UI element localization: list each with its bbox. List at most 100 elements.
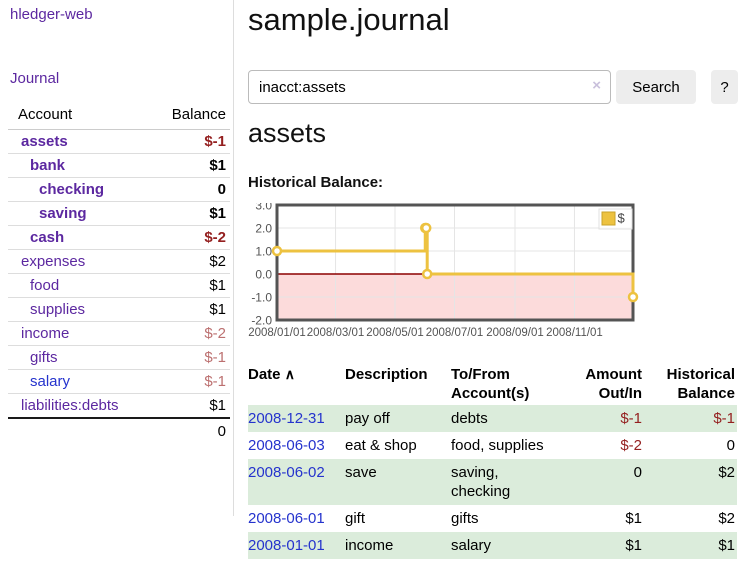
description-cell: eat & shop [345, 437, 417, 454]
account-name-cell: liabilities:debts [8, 393, 154, 419]
account-link-income[interactable]: income [21, 325, 70, 342]
clear-search-icon[interactable]: × [592, 77, 601, 94]
col-amount: Amount Out/In [585, 366, 642, 402]
sidebar-divider [233, 0, 234, 516]
account-balance: $1 [153, 297, 230, 322]
search-input[interactable] [248, 70, 611, 104]
account-balance: $-2 [153, 321, 230, 346]
y-tick-label: 2.0 [255, 222, 272, 236]
balance-cell: $2 [718, 510, 735, 527]
main-content: sample.journal × Search ? assets Histori… [248, 0, 738, 582]
col-accounts: To/From Account(s) [451, 366, 530, 402]
date-cell: 2008-06-01 [248, 505, 345, 532]
account-balance: $-1 [153, 345, 230, 370]
account-name-cell: saving [8, 201, 154, 226]
register-table: Date ∧ Description To/From Account(s) Am… [248, 363, 737, 559]
balance-cell: $1 [718, 537, 735, 554]
brand-link[interactable]: hledger-web [10, 6, 93, 23]
account-link-expenses[interactable]: expenses [21, 253, 86, 270]
y-tick-label: 0.0 [255, 268, 272, 282]
search-row: × Search ? [248, 70, 738, 104]
amount-cell: $-1 [620, 410, 642, 427]
accounts-cell: saving, checking [451, 464, 511, 500]
transaction-date-link[interactable]: 2008-01-01 [248, 537, 325, 554]
accounts-header-row: Account Balance [8, 102, 230, 130]
account-link-liabilities-debts[interactable]: liabilities:debts [21, 397, 119, 414]
data-point-marker [421, 268, 433, 280]
account-link-assets[interactable]: assets [21, 133, 68, 150]
account-balance: $1 [153, 273, 230, 298]
col-date[interactable]: Date ∧ [248, 363, 345, 405]
accounts-cell: salary [451, 537, 492, 554]
sidebar-account-row: food $1 [8, 273, 230, 298]
account-name-cell: salary [8, 369, 154, 394]
description-cell: pay off [345, 410, 390, 427]
account-balance: $1 [153, 393, 230, 419]
account-name-cell: expenses [8, 249, 154, 274]
y-tick-label: -2.0 [251, 314, 272, 328]
nav-journal-link[interactable]: Journal [10, 70, 60, 87]
account-heading: assets [248, 118, 327, 148]
page-title: sample.journal [248, 2, 450, 37]
x-tick-label: 2008/01/01 [248, 327, 306, 339]
x-tick-label: 2008/09/01 [486, 327, 544, 339]
sidebar-account-row: gifts $-1 [8, 345, 230, 370]
chart-title: Historical Balance: [248, 174, 384, 191]
account-name-cell: food [8, 273, 154, 298]
sidebar-account-row: checking 0 [8, 177, 230, 202]
register-row: 2008-12-31 pay off debts $-1 $-1 [248, 405, 737, 432]
account-link-checking[interactable]: checking [39, 181, 105, 198]
transaction-date-link[interactable]: 2008-06-02 [248, 464, 325, 481]
description-cell: gift [345, 510, 366, 527]
account-name-cell: gifts [8, 345, 154, 370]
date-cell: 2008-01-01 [248, 532, 345, 559]
register-row: 2008-06-02 save saving, checking 0 $2 [248, 459, 737, 505]
y-tick-label: 3.0 [255, 203, 272, 213]
accounts-cell: debts [451, 410, 488, 427]
date-cell: 2008-06-03 [248, 432, 345, 459]
account-link-food[interactable]: food [30, 277, 60, 294]
account-link-salary[interactable]: salary [30, 373, 71, 390]
account-balance: 0 [153, 177, 230, 202]
data-point-marker [420, 222, 432, 234]
sidebar-account-row: assets $-1 [8, 129, 230, 154]
account-balance: $-2 [153, 225, 230, 250]
date-cell: 2008-12-31 [248, 405, 345, 432]
help-button[interactable]: ? [711, 70, 738, 104]
register-row: 2008-06-01 gift gifts $1 $2 [248, 505, 737, 532]
date-cell: 2008-06-02 [248, 459, 345, 505]
search-button[interactable]: Search [616, 70, 696, 104]
sidebar-account-row: salary $-1 [8, 369, 230, 394]
x-tick-label: 2008/07/01 [426, 327, 484, 339]
data-point-marker [271, 245, 283, 257]
search-box: × [248, 70, 611, 104]
legend-swatch [601, 211, 616, 226]
account-name-cell: bank [8, 153, 154, 178]
col-balance: Historical Balance [666, 366, 735, 402]
amount-cell: $-2 [620, 437, 642, 454]
balance-cell: $2 [718, 464, 735, 481]
register-row: 2008-01-01 income salary $1 $1 [248, 532, 737, 559]
transaction-date-link[interactable]: 2008-06-03 [248, 437, 325, 454]
y-tick-label: 1.0 [255, 245, 272, 259]
account-link-saving[interactable]: saving [39, 205, 87, 222]
transaction-date-link[interactable]: 2008-06-01 [248, 510, 325, 527]
x-tick-label: 2008/11/01 [546, 327, 603, 339]
plot-border [275, 203, 635, 322]
amount-cell: 0 [633, 464, 642, 481]
account-balance: $-1 [153, 369, 230, 394]
y-tick-label: -1.0 [251, 291, 272, 305]
data-point-marker [627, 291, 639, 303]
register-header-row: Date ∧ Description To/From Account(s) Am… [248, 363, 737, 405]
account-link-cash[interactable]: cash [30, 229, 65, 246]
account-link-gifts[interactable]: gifts [30, 349, 58, 366]
accounts-col-balance: Balance [153, 102, 230, 130]
account-link-supplies[interactable]: supplies [30, 301, 86, 318]
account-name-cell: checking [8, 177, 154, 202]
accounts-total-value: 0 [153, 417, 230, 443]
account-link-bank[interactable]: bank [30, 157, 66, 174]
transaction-date-link[interactable]: 2008-12-31 [248, 410, 325, 427]
sidebar-account-row: expenses $2 [8, 249, 230, 274]
account-name-cell: assets [8, 129, 154, 154]
